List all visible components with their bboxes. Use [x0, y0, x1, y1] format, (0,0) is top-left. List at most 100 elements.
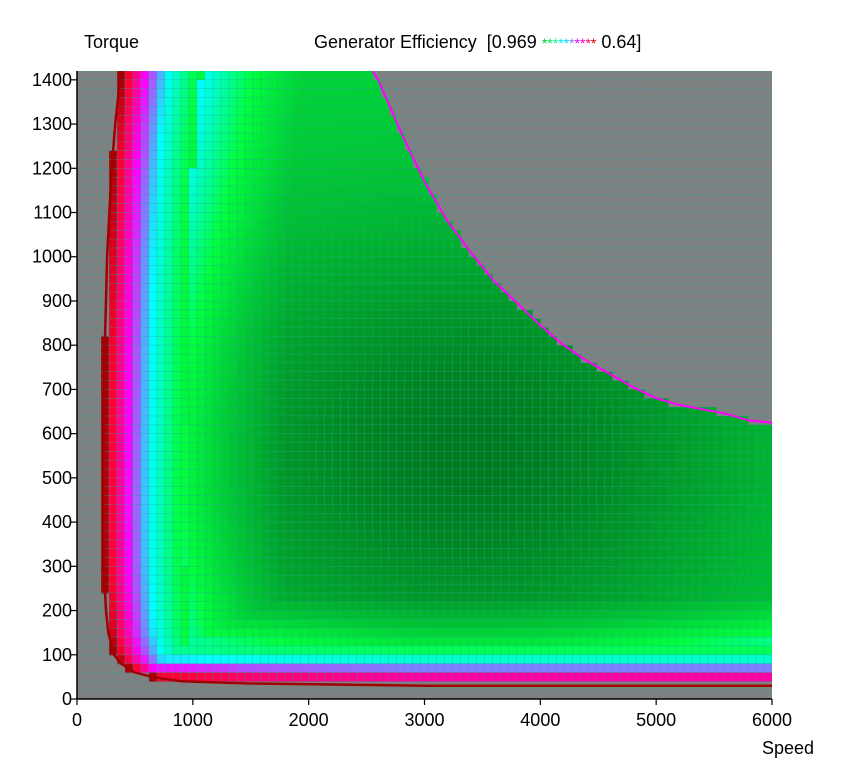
- heatmap-cell: [108, 336, 118, 346]
- heatmap-cell: [372, 203, 382, 214]
- heatmap-cell: [124, 150, 134, 161]
- heatmap-cell: [244, 645, 254, 656]
- heatmap-cell: [452, 504, 462, 514]
- heatmap-cell: [524, 619, 533, 629]
- heatmap-cell: [156, 451, 166, 461]
- heatmap-cell: [444, 513, 454, 523]
- heatmap-cell: [396, 442, 406, 452]
- heatmap-cell: [756, 451, 765, 461]
- heatmap-cell: [196, 380, 206, 391]
- heatmap-cell: [212, 477, 222, 488]
- heatmap-cell: [308, 239, 318, 249]
- heatmap-cell: [508, 654, 517, 665]
- heatmap-cell: [252, 71, 262, 81]
- heatmap-cell: [196, 185, 206, 196]
- heatmap-cell: [492, 566, 501, 576]
- heatmap-cell: [196, 265, 206, 276]
- heatmap-cell: [260, 584, 270, 594]
- heatmap-cell: [404, 645, 414, 656]
- heatmap-cell: [564, 398, 573, 408]
- heatmap-cell: [212, 88, 222, 99]
- heatmap-cell: [132, 159, 142, 169]
- heatmap-cell: [140, 460, 150, 470]
- heatmap-cell: [636, 548, 645, 559]
- heatmap-cell: [132, 557, 142, 567]
- heatmap-cell: [524, 460, 533, 470]
- heatmap-cell: [444, 557, 454, 567]
- heatmap-cell: [236, 495, 246, 506]
- heatmap-cell: [380, 274, 390, 284]
- heatmap-cell: [164, 619, 174, 629]
- heatmap-cell: [244, 433, 254, 444]
- heatmap-cell: [196, 637, 206, 647]
- heatmap-cell: [204, 407, 214, 417]
- heatmap-cell: [548, 486, 557, 497]
- heatmap-cell: [492, 283, 501, 293]
- heatmap-cell: [252, 469, 262, 479]
- heatmap-cell: [284, 442, 294, 452]
- heatmap-cell: [500, 575, 509, 585]
- heatmap-cell: [276, 584, 286, 594]
- heatmap-cell: [100, 460, 110, 470]
- heatmap-cell: [276, 345, 286, 355]
- heatmap-cell: [420, 592, 430, 603]
- heatmap-cell: [132, 177, 142, 187]
- heatmap-cell: [500, 389, 509, 399]
- heatmap-cell: [564, 486, 573, 497]
- heatmap-cell: [244, 336, 254, 346]
- heatmap-cell: [620, 513, 629, 523]
- heatmap-cell: [492, 433, 501, 444]
- heatmap-cell: [284, 451, 294, 461]
- heatmap-cell: [692, 592, 701, 603]
- y-tick-label: 1400: [32, 70, 72, 90]
- heatmap-cell: [348, 610, 358, 620]
- heatmap-cell: [428, 398, 438, 408]
- heatmap-cell: [236, 71, 246, 81]
- heatmap-cell: [292, 221, 302, 231]
- heatmap-cell: [156, 247, 166, 258]
- heatmap-cell: [500, 424, 509, 435]
- heatmap-cell: [380, 495, 390, 506]
- heatmap-cell: [556, 495, 565, 506]
- heatmap-cell: [132, 601, 142, 612]
- heatmap-cell: [500, 486, 509, 497]
- heatmap-cell: [236, 274, 246, 284]
- heatmap-cell: [460, 486, 470, 497]
- heatmap-cell: [236, 566, 246, 576]
- heatmap-cell: [164, 469, 174, 479]
- heatmap-cell: [620, 663, 629, 674]
- heatmap-cell: [636, 433, 645, 444]
- heatmap-cell: [140, 327, 150, 337]
- heatmap-cell: [204, 97, 214, 107]
- heatmap-cell: [356, 71, 366, 81]
- heatmap-cell: [524, 584, 533, 594]
- heatmap-cell: [196, 168, 206, 178]
- heatmap-cell: [388, 486, 398, 497]
- heatmap-cell: [108, 292, 118, 302]
- heatmap-cell: [260, 407, 270, 417]
- heatmap-cell: [244, 274, 254, 284]
- heatmap-cell: [148, 469, 158, 479]
- heatmap-cell: [668, 451, 677, 461]
- heatmap-cell: [404, 230, 414, 240]
- heatmap-cell: [108, 415, 118, 426]
- heatmap-cell: [380, 115, 390, 125]
- heatmap-cell: [300, 460, 310, 470]
- heatmap-cell: [452, 557, 462, 567]
- heatmap-cell: [428, 345, 438, 355]
- heatmap-cell: [372, 477, 382, 488]
- heatmap-cell: [340, 132, 350, 143]
- heatmap-cell: [604, 380, 613, 391]
- heatmap-cell: [460, 557, 470, 567]
- heatmap-cell: [260, 389, 270, 399]
- heatmap-cell: [332, 221, 342, 231]
- heatmap-cell: [260, 71, 270, 81]
- heatmap-cell: [412, 247, 422, 258]
- heatmap-cell: [356, 247, 366, 258]
- heatmap-cell: [700, 557, 709, 567]
- heatmap-cell: [684, 628, 693, 638]
- heatmap-cell: [284, 522, 294, 532]
- heatmap-cell: [524, 362, 533, 373]
- heatmap-cell: [348, 513, 358, 523]
- heatmap-cell: [604, 672, 613, 682]
